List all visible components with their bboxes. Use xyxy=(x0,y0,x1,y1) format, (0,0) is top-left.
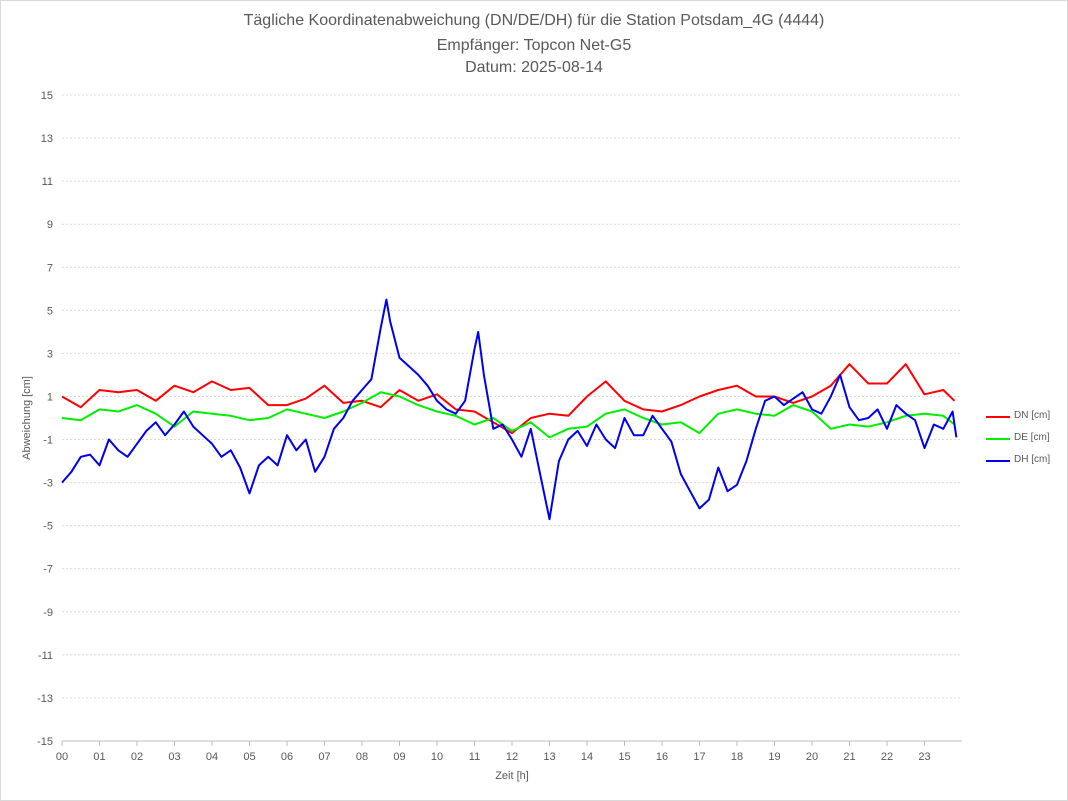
series-line-dn xyxy=(61,363,956,435)
y-tick-label: 5 xyxy=(47,305,53,317)
x-tick-label: 23 xyxy=(918,751,930,763)
x-tick-label: 00 xyxy=(56,751,68,763)
x-tick-label: 14 xyxy=(581,751,593,763)
x-axis-ticks: 00 01 02 03 04 05 06 07 08 09 10 11 12 13 14 15 16 17 18 19… xyxy=(56,741,931,763)
y-axis-label: Abweichung [cm] xyxy=(21,376,33,460)
x-tick-label: 16 xyxy=(656,751,668,763)
x-tick-label: 02 xyxy=(131,751,143,763)
chart-title: Tägliche Koordinatenabweichung (DN/DE/DH… xyxy=(243,12,825,29)
series-line-de xyxy=(61,391,956,439)
x-tick-label: 12 xyxy=(506,751,518,763)
y-tick-label: -3 xyxy=(43,478,53,490)
legend-label-dh: DH [cm] xyxy=(1014,454,1051,465)
y-tick-label: -7 xyxy=(43,564,53,576)
y-tick-label: 15 xyxy=(41,90,53,102)
y-tick-label: -15 xyxy=(37,736,53,748)
x-tick-label: 08 xyxy=(356,751,368,763)
y-tick-label: -1 xyxy=(43,435,53,447)
x-tick-label: 09 xyxy=(393,751,405,763)
legend-label-dn: DN [cm] xyxy=(1014,410,1051,421)
legend-swatch-de xyxy=(986,438,1010,440)
x-tick-label: 20 xyxy=(806,751,818,763)
y-tick-label: -13 xyxy=(37,693,53,705)
y-tick-label: 11 xyxy=(42,176,53,188)
legend-swatch-dn xyxy=(986,416,1010,418)
y-tick-label: -11 xyxy=(38,650,53,662)
chart-subtitle-date: Datum: 2025-08-14 xyxy=(465,59,603,76)
legend-label-de: DE [cm] xyxy=(1014,432,1050,443)
x-tick-label: 21 xyxy=(843,751,855,763)
x-axis-label: Zeit [h] xyxy=(495,770,529,782)
y-tick-label: 9 xyxy=(47,219,53,231)
x-tick-label: 03 xyxy=(168,751,180,763)
y-tick-label: 1 xyxy=(47,391,53,403)
series-lines xyxy=(61,298,958,521)
x-tick-label: 17 xyxy=(693,751,705,763)
x-tick-label: 15 xyxy=(618,751,630,763)
y-axis-ticks: 15 13 11 9 7 5 3 1 -1 -3 -5 -7 -9 -11 -13 -15 xyxy=(37,90,53,748)
y-tick-label: 13 xyxy=(41,133,53,145)
y-tick-label: -5 xyxy=(43,521,53,533)
y-tick-label: 7 xyxy=(47,262,53,274)
x-tick-label: 05 xyxy=(243,751,255,763)
y-tick-label: 3 xyxy=(47,348,53,360)
y-tick-label: -9 xyxy=(43,607,53,619)
x-tick-label: 07 xyxy=(318,751,330,763)
x-tick-label: 19 xyxy=(768,751,780,763)
series-line-dh xyxy=(61,298,958,521)
x-tick-label: 01 xyxy=(93,751,105,763)
x-tick-label: 22 xyxy=(881,751,893,763)
x-tick-label: 13 xyxy=(543,751,555,763)
x-tick-label: 04 xyxy=(206,751,218,763)
x-tick-label: 10 xyxy=(431,751,443,763)
legend-swatch-dh xyxy=(986,460,1010,462)
grid-lines xyxy=(62,94,962,699)
chart-subtitle-receiver: Empfänger: Topcon Net-G5 xyxy=(436,37,632,54)
x-tick-label: 06 xyxy=(281,751,293,763)
x-tick-label: 11 xyxy=(469,751,480,763)
x-tick-label: 18 xyxy=(731,751,743,763)
